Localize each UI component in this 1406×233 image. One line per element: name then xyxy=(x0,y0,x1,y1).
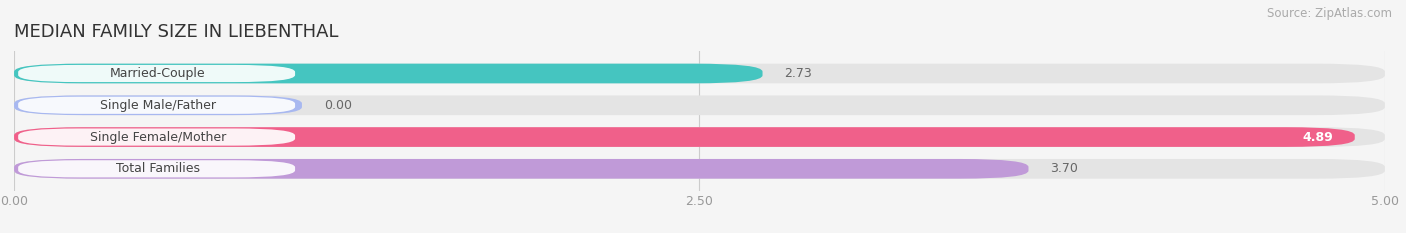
Text: 0.00: 0.00 xyxy=(323,99,352,112)
FancyBboxPatch shape xyxy=(18,97,295,114)
FancyBboxPatch shape xyxy=(14,159,1385,179)
Text: Single Male/Father: Single Male/Father xyxy=(100,99,217,112)
Text: 2.73: 2.73 xyxy=(785,67,813,80)
Text: Total Families: Total Families xyxy=(117,162,200,175)
Text: 4.89: 4.89 xyxy=(1302,130,1333,144)
Text: Source: ZipAtlas.com: Source: ZipAtlas.com xyxy=(1267,7,1392,20)
FancyBboxPatch shape xyxy=(14,96,302,115)
Text: Single Female/Mother: Single Female/Mother xyxy=(90,130,226,144)
FancyBboxPatch shape xyxy=(18,65,295,82)
FancyBboxPatch shape xyxy=(14,159,1029,179)
FancyBboxPatch shape xyxy=(14,127,1385,147)
FancyBboxPatch shape xyxy=(14,127,1355,147)
Text: MEDIAN FAMILY SIZE IN LIEBENTHAL: MEDIAN FAMILY SIZE IN LIEBENTHAL xyxy=(14,23,339,41)
FancyBboxPatch shape xyxy=(14,64,1385,83)
Text: 3.70: 3.70 xyxy=(1050,162,1078,175)
FancyBboxPatch shape xyxy=(18,160,295,177)
Text: Married-Couple: Married-Couple xyxy=(110,67,205,80)
FancyBboxPatch shape xyxy=(14,96,1385,115)
FancyBboxPatch shape xyxy=(18,128,295,146)
FancyBboxPatch shape xyxy=(14,64,762,83)
